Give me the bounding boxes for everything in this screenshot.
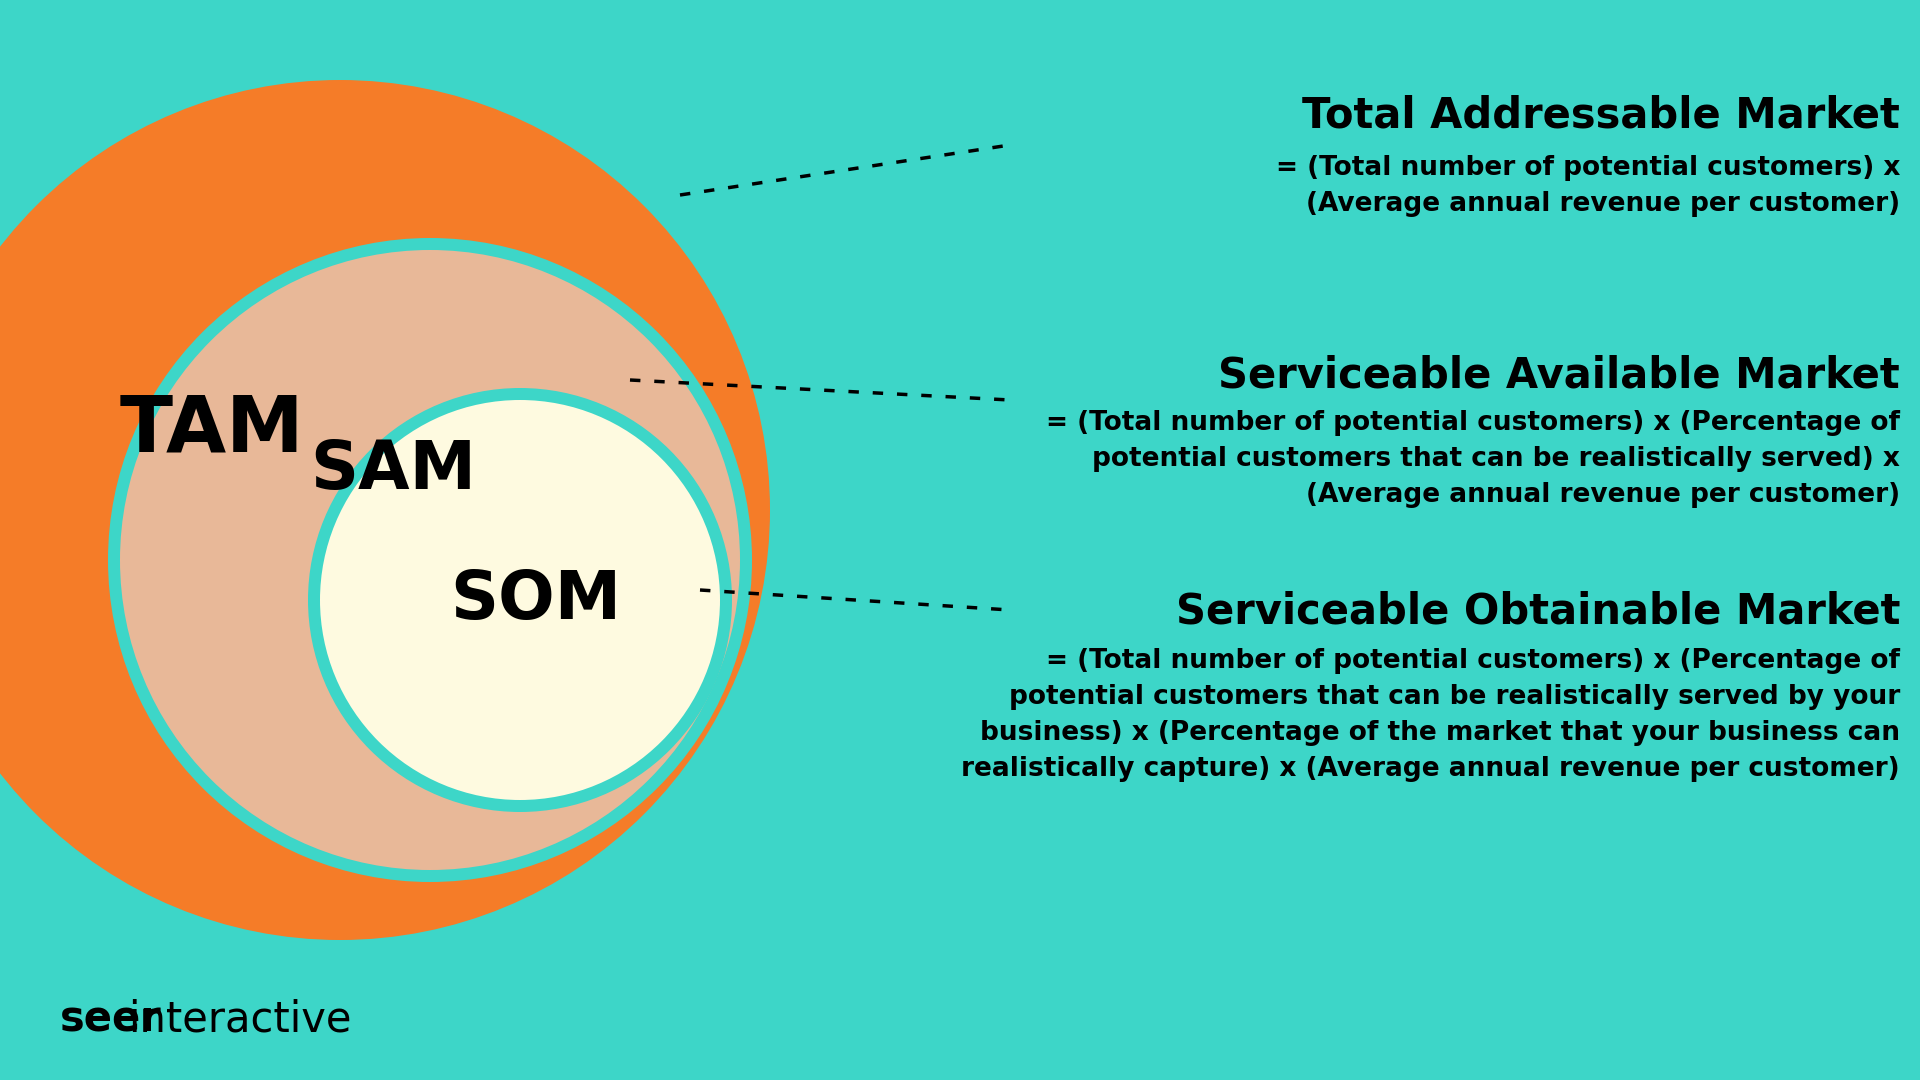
Text: Serviceable Available Market: Serviceable Available Market	[1219, 355, 1901, 397]
Text: interactive: interactive	[129, 999, 351, 1041]
Text: = (Total number of potential customers) x (Percentage of
potential customers tha: = (Total number of potential customers) …	[962, 648, 1901, 782]
Circle shape	[108, 238, 753, 882]
Circle shape	[119, 249, 739, 870]
Circle shape	[307, 388, 732, 812]
Text: Total Addressable Market: Total Addressable Market	[1302, 95, 1901, 137]
Text: SOM: SOM	[449, 567, 620, 633]
Text: seer: seer	[60, 999, 161, 1041]
Text: TAM: TAM	[119, 392, 305, 468]
Text: = (Total number of potential customers) x (Percentage of
potential customers tha: = (Total number of potential customers) …	[1046, 410, 1901, 508]
Circle shape	[321, 400, 720, 800]
Text: = (Total number of potential customers) x
(Average annual revenue per customer): = (Total number of potential customers) …	[1275, 156, 1901, 217]
Circle shape	[0, 80, 770, 940]
Text: Serviceable Obtainable Market: Serviceable Obtainable Market	[1175, 590, 1901, 632]
Text: SAM: SAM	[309, 437, 476, 503]
